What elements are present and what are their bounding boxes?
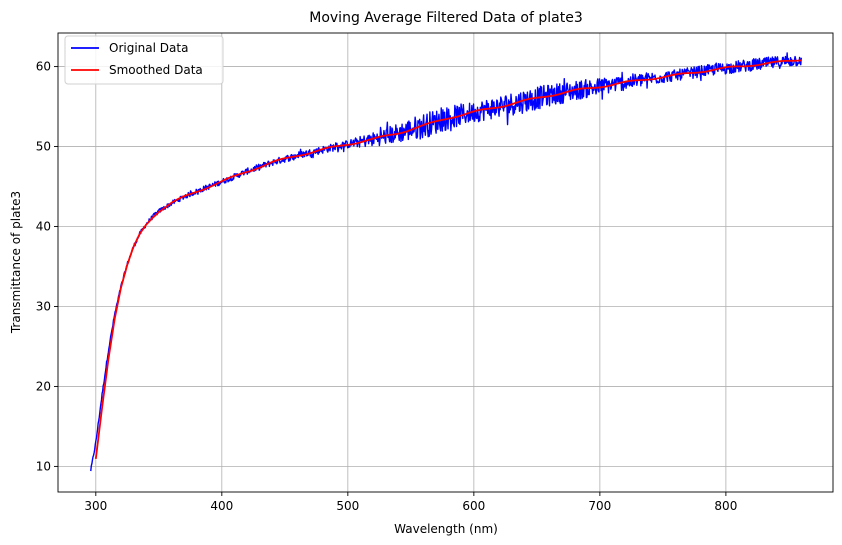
x-axis-ticks: 300 400 500 600 700 800 [84, 492, 737, 513]
y-tick-label: 40 [36, 220, 51, 234]
chart-title: Moving Average Filtered Data of plate3 [309, 10, 582, 26]
grid [58, 33, 833, 492]
x-tick-label: 400 [210, 499, 233, 513]
x-tick-label: 800 [714, 499, 737, 513]
legend-box [64, 35, 224, 85]
series-layer [90, 52, 803, 472]
x-tick-label: 300 [84, 499, 107, 513]
series-line-original-data [90, 52, 803, 472]
x-axis-label: Wavelength (nm) [394, 522, 498, 536]
legend-label-smoothed-data: Smoothed Data [109, 63, 203, 77]
legend: Original Data Smoothed Data [64, 35, 224, 85]
y-axis-label: Transmittance of plate3 [9, 191, 23, 334]
y-tick-label: 20 [36, 379, 51, 393]
plot-frame [57, 32, 834, 493]
y-tick-label: 50 [36, 140, 51, 154]
x-tick-label: 700 [588, 499, 611, 513]
x-tick-label: 600 [462, 499, 485, 513]
legend-label-original-data: Original Data [109, 41, 188, 55]
x-tick-label: 500 [336, 499, 359, 513]
y-tick-label: 30 [36, 299, 51, 313]
y-tick-label: 60 [36, 60, 51, 74]
series-line-smoothed-data [94, 59, 802, 459]
y-tick-label: 10 [36, 459, 51, 473]
y-axis-ticks: 10 20 30 40 50 60 [36, 60, 58, 473]
